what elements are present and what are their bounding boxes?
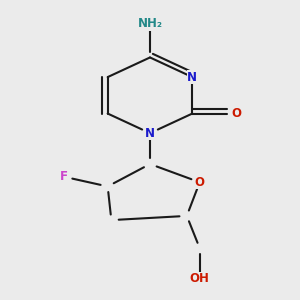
Text: F: F (59, 170, 68, 183)
Text: N: N (145, 127, 155, 140)
Text: NH₂: NH₂ (137, 17, 163, 30)
Text: O: O (195, 176, 205, 189)
Text: O: O (232, 107, 242, 120)
Text: N: N (187, 70, 197, 84)
Text: OH: OH (190, 272, 210, 286)
